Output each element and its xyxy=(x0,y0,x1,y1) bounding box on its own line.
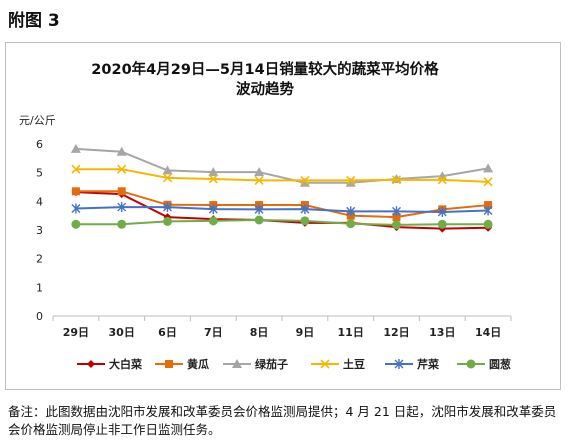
legend-item: 土豆 xyxy=(311,357,365,371)
data-point xyxy=(437,175,447,185)
series-6 xyxy=(71,215,493,230)
x-tick-label: 14日 xyxy=(475,326,501,339)
data-point xyxy=(162,165,173,175)
series-5 xyxy=(71,202,493,217)
data-point xyxy=(71,164,81,174)
data-point xyxy=(163,216,172,226)
data-point xyxy=(300,175,310,185)
data-point xyxy=(254,167,265,177)
data-point xyxy=(254,175,264,185)
y-tick-label: 5 xyxy=(36,167,43,180)
data-point xyxy=(484,201,493,210)
legend-item: 圆葱 xyxy=(457,357,511,371)
chart-title-line-2: 波动趋势 xyxy=(236,80,294,98)
data-point xyxy=(71,187,80,196)
legend-label: 黄瓜 xyxy=(187,357,209,371)
data-point xyxy=(116,146,127,156)
series-3 xyxy=(70,143,494,187)
series-line xyxy=(75,147,489,184)
data-point xyxy=(70,143,81,153)
series-line xyxy=(75,191,489,230)
series-line xyxy=(75,206,489,213)
data-point xyxy=(483,219,493,229)
data-point xyxy=(437,219,447,229)
y-axis-label: 元/公斤 xyxy=(19,114,56,127)
legend-label: 绿茄子 xyxy=(255,357,288,371)
data-point xyxy=(162,173,173,183)
data-point xyxy=(254,215,264,225)
x-tick-label: 30日 xyxy=(109,326,135,339)
legend-item: 绿茄子 xyxy=(223,357,288,371)
data-point xyxy=(254,204,264,215)
y-tick-label: 6 xyxy=(36,138,43,151)
data-point xyxy=(483,163,494,173)
data-point xyxy=(391,175,402,185)
legend-marker xyxy=(165,360,173,368)
legend: 大白菜 黄瓜 绿茄子 土豆 芹菜 圆葱 xyxy=(77,357,511,371)
chart-frame xyxy=(5,42,561,390)
x-tick-label: 6日 xyxy=(158,326,177,339)
data-point xyxy=(300,204,310,215)
series-line xyxy=(75,218,489,226)
data-point xyxy=(208,216,218,226)
series-layer xyxy=(70,143,494,233)
series-line xyxy=(75,190,489,219)
data-point xyxy=(483,177,493,187)
legend-item: 黄瓜 xyxy=(155,357,209,371)
y-tick-label: 0 xyxy=(36,310,43,323)
legend-label: 大白菜 xyxy=(109,357,143,371)
data-point xyxy=(117,219,127,229)
page-heading: 附图 3 xyxy=(8,11,60,31)
legend-item: 大白菜 xyxy=(77,357,143,371)
legend-marker xyxy=(320,359,330,369)
x-tick-label: 13日 xyxy=(429,326,455,339)
data-point xyxy=(117,164,127,174)
data-point xyxy=(208,174,218,184)
x-tick-label: 29日 xyxy=(63,326,89,339)
series-line xyxy=(75,168,489,183)
data-point xyxy=(300,216,310,226)
data-point xyxy=(163,202,172,213)
data-point xyxy=(346,219,356,229)
data-point xyxy=(117,187,126,196)
x-tick-label: 7日 xyxy=(204,326,223,339)
data-point xyxy=(437,206,447,217)
legend-label: 圆葱 xyxy=(489,357,511,371)
data-point xyxy=(299,177,310,187)
data-point xyxy=(392,213,401,222)
data-point xyxy=(71,203,81,214)
x-tick-label: 8日 xyxy=(250,326,269,339)
series-4 xyxy=(71,164,493,187)
y-tick-label: 1 xyxy=(36,281,43,294)
y-tick-label: 2 xyxy=(36,253,43,266)
series-2 xyxy=(71,187,493,222)
legend-marker xyxy=(87,360,95,368)
data-point xyxy=(208,167,219,177)
data-point xyxy=(483,205,493,216)
data-point xyxy=(71,219,81,229)
x-tick-label: 12日 xyxy=(383,326,409,339)
data-point xyxy=(346,175,356,185)
data-point xyxy=(208,204,218,215)
legend-item: 芹菜 xyxy=(385,357,440,371)
x-tick-label: 9日 xyxy=(296,326,315,339)
y-tick-label: 3 xyxy=(36,224,43,237)
footnote: 备注：此图数据由沈阳市发展和改革委员会价格监测局提供；4 月 21 日起，沈阳市… xyxy=(8,404,557,437)
axes: 0 1 2 3 4 5 6 29日 30日 6日 7日 8日 9日 11日 12日 13日 14日 xyxy=(36,138,512,339)
legend-marker xyxy=(466,359,476,369)
chart-title-line-1: 2020年4月29日—5月14日销量较大的蔬菜平均价格 xyxy=(91,60,439,78)
y-tick-label: 4 xyxy=(36,195,43,208)
data-point xyxy=(345,177,356,187)
data-point xyxy=(346,206,356,217)
line-chart: 2020年4月29日—5月14日销量较大的蔬菜平均价格 波动趋势 元/公斤 0 1… xyxy=(19,60,512,371)
legend-label: 芹菜 xyxy=(417,357,440,371)
legend-marker xyxy=(394,359,404,369)
legend-marker xyxy=(232,359,242,368)
legend-label: 土豆 xyxy=(343,357,365,371)
data-point xyxy=(117,202,127,213)
x-tick-label: 11日 xyxy=(338,326,364,339)
data-point xyxy=(392,206,401,217)
data-point xyxy=(392,220,401,230)
